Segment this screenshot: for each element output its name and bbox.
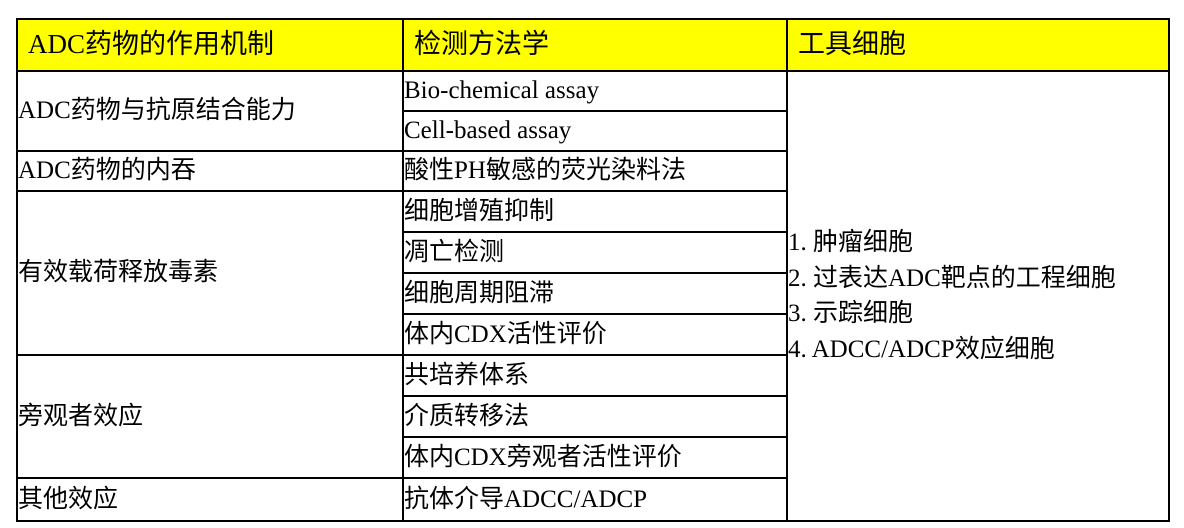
table-row: 介质转移法 — [17, 395, 1169, 438]
header-cell-method: 检测方法学 — [402, 18, 788, 72]
list-item: 1. 肿瘤细胞 — [788, 229, 914, 256]
header-row: ADC药物的作用机制 检测方法学 工具细胞 — [16, 18, 1170, 72]
list-item: 3. 示踪细胞 — [788, 300, 914, 327]
header-cell-tool-cells: 工具细胞 — [786, 18, 1170, 72]
table-body: ADC药物与抗原结合能力 Bio-chemical assay 1. 肿瘤细胞 … — [16, 70, 1170, 522]
mechanism-cell-internalization: ADC药物的内吞 — [16, 150, 404, 192]
table-header: ADC药物的作用机制 检测方法学 工具细胞 — [16, 18, 1170, 72]
mechanism-cell-payload-release: 有效载荷释放毒素 — [16, 190, 404, 356]
table-row: 其他效应 抗体介导ADCC/ADCP — [16, 477, 1169, 522]
header-cell-mechanism: ADC药物的作用机制 — [16, 18, 404, 72]
table-row: ADC药物与抗原结合能力 Bio-chemical assay 1. 肿瘤细胞 … — [16, 70, 1170, 522]
mechanism-cell-bystander-effect: 旁观者效应 — [16, 354, 404, 479]
method-cell-in-vivo-cdx-activity: 体内CDX活性评价 — [402, 313, 788, 356]
list-item: 2. 过表达ADC靶点的工程细胞 — [788, 264, 1116, 292]
table-row: 有效载荷释放毒素 细胞增殖抑制 — [16, 190, 1169, 356]
method-cell-medium-transfer: 介质转移法 — [402, 395, 788, 438]
table-row: 体内CDX旁观者活性评价 — [17, 436, 1169, 479]
table-row: 旁观者效应 共培养体系 — [16, 354, 1169, 479]
mechanism-cell-binding: ADC药物与抗原结合能力 — [16, 70, 404, 152]
method-cell-cell-based-assay: Cell-based assay — [402, 110, 788, 152]
adc-mechanism-table: ADC药物的作用机制 检测方法学 工具细胞 ADC药物与抗原结合能力 Bio-c… — [16, 18, 1170, 522]
mechanism-cell-other-effects: 其他效应 — [16, 477, 404, 522]
table-row: 凋亡检测 — [17, 231, 1169, 274]
method-cell-proliferation-inhibition: 细胞增殖抑制 — [402, 190, 788, 233]
table-row: Cell-based assay — [17, 110, 1169, 152]
method-cell-antibody-mediated-adcc-adcp: 抗体介导ADCC/ADCP — [402, 477, 788, 522]
table-row: 体内CDX活性评价 — [17, 313, 1169, 356]
method-cell-in-vivo-cdx-bystander: 体内CDX旁观者活性评价 — [402, 436, 788, 479]
method-cell-coculture-system: 共培养体系 — [402, 354, 788, 397]
tool-cells-list: 1. 肿瘤细胞 2. 过表达ADC靶点的工程细胞 3. 示踪细胞 4. ADCC… — [788, 225, 1168, 367]
table-row: ADC药物的内吞 酸性PH敏感的荧光染料法 — [16, 150, 1169, 192]
adc-table-container: ADC药物的作用机制 检测方法学 工具细胞 ADC药物与抗原结合能力 Bio-c… — [16, 18, 1170, 522]
method-cell-ph-sensitive-dye: 酸性PH敏感的荧光染料法 — [402, 150, 788, 192]
method-cell-cell-cycle-arrest: 细胞周期阻滞 — [402, 272, 788, 315]
table-row: 细胞周期阻滞 — [17, 272, 1169, 315]
list-item: 4. ADCC/ADCP效应细胞 — [788, 335, 1055, 363]
method-cell-biochemical-assay: Bio-chemical assay — [402, 70, 788, 112]
method-cell-apoptosis-detection: 凋亡检测 — [402, 231, 788, 274]
tool-cells-cell: 1. 肿瘤细胞 2. 过表达ADC靶点的工程细胞 3. 示踪细胞 4. ADCC… — [786, 70, 1170, 522]
